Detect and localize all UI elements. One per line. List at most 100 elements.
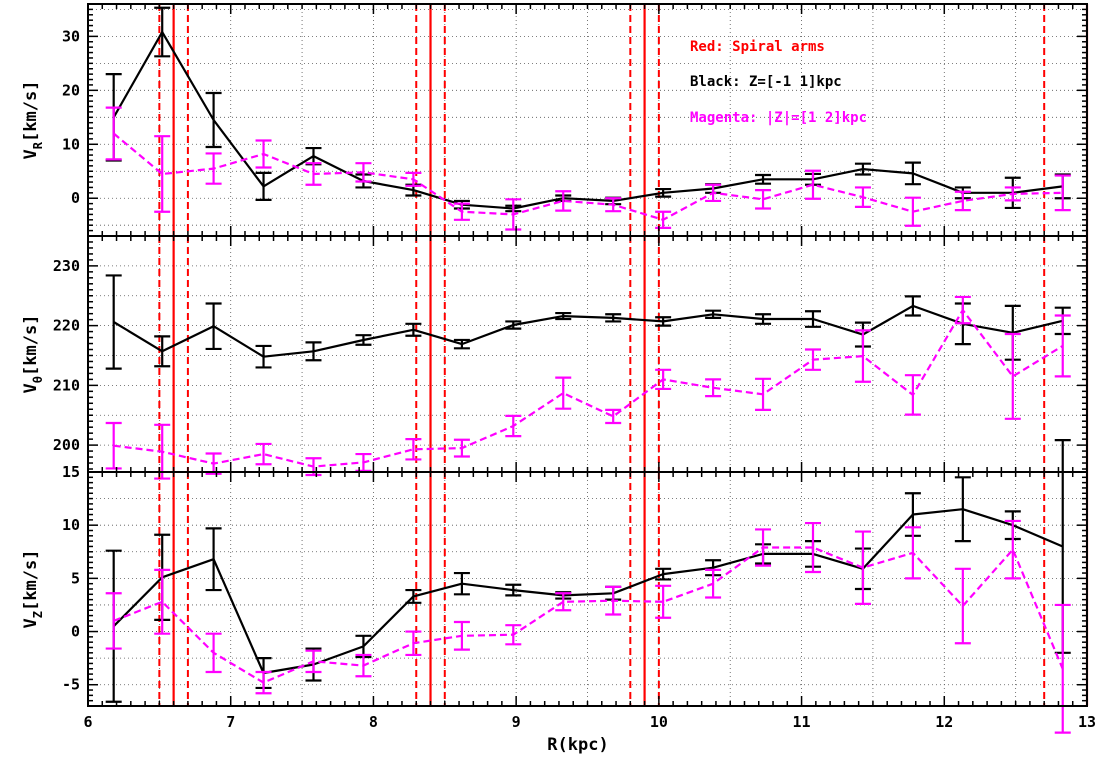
y-tick-label: 210 <box>53 376 80 394</box>
error-bar-magenta <box>605 408 622 425</box>
error-bar-black <box>755 313 772 325</box>
x-tick-label: 9 <box>512 713 521 731</box>
error-bar-magenta <box>655 210 672 230</box>
error-bar-black <box>154 6 171 58</box>
error-bar-black <box>555 311 572 321</box>
error-bar-magenta <box>505 198 522 231</box>
error-bar-magenta <box>954 567 971 645</box>
x-tick-label: 10 <box>650 713 668 731</box>
error-bar-black <box>505 320 522 330</box>
error-bar-magenta <box>1004 332 1021 420</box>
y-axis-title-units: [km/s] <box>21 315 41 376</box>
error-bar-magenta <box>755 528 772 567</box>
legend-entry-magenta-series: Magenta: |Z|=[1 2]kpc <box>690 110 867 126</box>
error-bar-magenta <box>205 152 222 185</box>
error-bar-magenta <box>705 183 722 203</box>
error-bar-magenta <box>105 106 122 161</box>
error-bar-magenta <box>804 169 821 200</box>
y-axis-title-main: V <box>21 618 41 628</box>
error-bar-magenta <box>405 630 422 657</box>
y-tick-label: 230 <box>53 257 80 275</box>
series-magenta <box>105 295 1071 480</box>
error-bar-magenta <box>355 162 372 183</box>
y-axis-title-main: V <box>21 149 41 159</box>
x-tick-label: 6 <box>83 713 92 731</box>
error-bar-black <box>755 173 772 185</box>
error-bar-magenta <box>804 348 821 371</box>
error-bar-magenta <box>605 585 622 616</box>
legend-entry-black-series: Black: Z=[-1 1]kpc <box>690 74 842 90</box>
series-line-black <box>112 508 1064 675</box>
y-tick-label: 5 <box>71 569 80 587</box>
error-bar-magenta <box>1054 174 1071 212</box>
series-black <box>105 6 1071 213</box>
error-bar-magenta <box>453 438 470 458</box>
error-bar-black <box>904 295 921 317</box>
error-bar-black <box>205 302 222 351</box>
series-magenta <box>105 106 1071 231</box>
error-bar-black <box>154 335 171 368</box>
x-tick-label: 7 <box>226 713 235 731</box>
error-bar-magenta <box>954 190 971 212</box>
x-axis-title: R(kpc) <box>547 735 608 755</box>
panel-frame <box>87 471 1088 707</box>
error-bar-magenta <box>355 452 372 472</box>
error-bar-magenta <box>705 378 722 398</box>
error-bar-magenta <box>655 368 672 391</box>
error-bar-black <box>453 338 470 350</box>
error-bar-magenta <box>555 376 572 410</box>
error-bar-magenta <box>755 189 772 210</box>
error-bar-black <box>505 583 522 597</box>
error-bar-magenta <box>505 624 522 646</box>
error-bar-black <box>655 567 672 581</box>
error-bar-magenta <box>854 329 871 383</box>
error-bar-magenta <box>1054 314 1071 378</box>
error-bar-magenta <box>453 202 470 221</box>
panel-vr: 0 10 20 30 VR[km/s] <box>21 3 1089 237</box>
error-bar-magenta <box>904 526 921 580</box>
error-bar-magenta <box>854 530 871 605</box>
series-line-black <box>113 304 1063 358</box>
error-bar-magenta <box>205 632 222 674</box>
error-bar-magenta <box>705 568 722 599</box>
y-tick-label: 220 <box>53 317 80 335</box>
series-line-magenta <box>113 309 1064 468</box>
error-bar-magenta <box>555 592 572 612</box>
y-tick-label: 0 <box>71 623 80 641</box>
error-bar-black <box>904 161 921 186</box>
error-bar-magenta <box>305 162 322 186</box>
legend: Red: Spiral arms Black: Z=[-1 1]kpc Mage… <box>690 39 867 126</box>
error-bar-black <box>453 571 470 596</box>
error-bar-magenta <box>1004 186 1021 202</box>
error-bar-magenta <box>755 377 772 411</box>
error-bar-magenta <box>305 649 322 674</box>
error-bar-magenta <box>453 620 470 651</box>
x-tick-label: 13 <box>1078 713 1096 731</box>
error-bar-black <box>405 322 422 337</box>
error-bar-magenta <box>954 295 971 325</box>
y-axis-title-subscript: θ <box>31 376 45 383</box>
x-axis-tick-labels: 6 7 8 9 10 11 12 13 <box>83 713 1096 731</box>
y-tick-label: 0 <box>71 189 80 207</box>
error-bar-magenta <box>154 423 171 480</box>
error-bar-magenta <box>355 653 372 678</box>
error-bar-magenta <box>255 670 272 695</box>
y-axis-title-subscript: R <box>31 141 45 149</box>
error-bar-magenta <box>854 186 871 208</box>
y-axis-title-subscript: Z <box>31 611 45 618</box>
panel-vz: -5 0 5 10 15 VZ[km/s] <box>21 438 1089 734</box>
error-bar-magenta <box>405 438 422 461</box>
series-line-black <box>112 30 1063 210</box>
x-tick-label: 8 <box>369 713 378 731</box>
error-bar-black <box>105 274 122 370</box>
error-bar-black <box>255 344 272 369</box>
x-tick-label: 12 <box>935 713 953 731</box>
error-bar-magenta <box>904 196 921 227</box>
y-axis-title-main: V <box>21 383 41 393</box>
y-tick-label: 15 <box>62 463 80 481</box>
error-bar-black <box>205 527 222 592</box>
error-bar-black <box>355 334 372 346</box>
y-tick-label: 10 <box>62 516 80 534</box>
error-bar-black <box>405 588 422 604</box>
